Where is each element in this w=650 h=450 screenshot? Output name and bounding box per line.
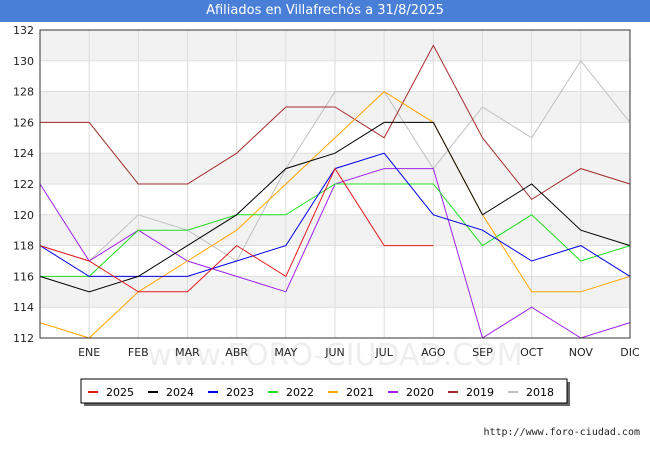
x-tick-label: ENE [78,346,100,359]
y-tick-label: 122 [13,178,34,191]
series-lines [39,44,631,339]
x-tick-label: MAR [175,346,200,359]
series-line-2019 [40,44,631,201]
source-credit[interactable]: http://www.foro-ciudad.com [483,427,640,438]
legend-label-2024: 2024 [166,386,194,399]
legend-label-2025: 2025 [106,386,134,399]
legend: 2025 2024 2023 2022 2021 2020 2019 2018 [80,378,570,406]
legend-label-2020: 2020 [406,386,434,399]
y-tick-label: 132 [13,24,34,37]
series-line-2025 [39,167,434,293]
legend-label-2021: 2021 [346,386,374,399]
watermark: www.FORO-CIUDAD.COM [147,338,522,373]
legend-label-2019: 2019 [466,386,494,399]
legend-box [80,378,568,404]
x-tick-label: AGO [421,346,446,359]
x-tick-label: OCT [520,346,543,359]
x-tick-label: NOV [569,346,594,359]
x-axis-ticks: ENE FEB MAR ABR MAY JUN JUL AGO SEP OCT NOV DIC [78,346,640,359]
y-tick-label: 126 [13,116,34,129]
series-line-2024 [39,121,631,293]
y-tick-label: 130 [13,55,34,68]
series-line-2022 [40,183,631,277]
x-tick-label: JUN [324,346,345,359]
y-tick-label: 118 [13,240,34,253]
plot-border [39,29,631,339]
chart-title: Afiliados en Villafrechós a 31/8/2025 [0,0,650,22]
y-axis-ticks: 112 114 116 118 120 122 124 126 128 130 132 [13,24,34,345]
x-tick-label: JUL [374,346,393,359]
legend-label-2022: 2022 [286,386,314,399]
y-tick-label: 116 [13,270,34,283]
x-tick-label: DIC [620,346,640,359]
y-tick-label: 120 [13,209,34,222]
legend-label-2023: 2023 [226,386,254,399]
y-tick-label: 128 [13,86,34,99]
y-tick-label: 124 [13,147,34,160]
x-tick-label: FEB [128,346,149,359]
series-line-2018 [39,59,631,262]
legend-label-2018: 2018 [526,386,554,399]
y-tick-label: 112 [13,332,34,345]
x-tick-label: SEP [472,346,493,359]
y-tick-label: 114 [13,301,34,314]
x-tick-label: MAY [274,346,297,359]
x-tick-label: ABR [225,346,248,359]
